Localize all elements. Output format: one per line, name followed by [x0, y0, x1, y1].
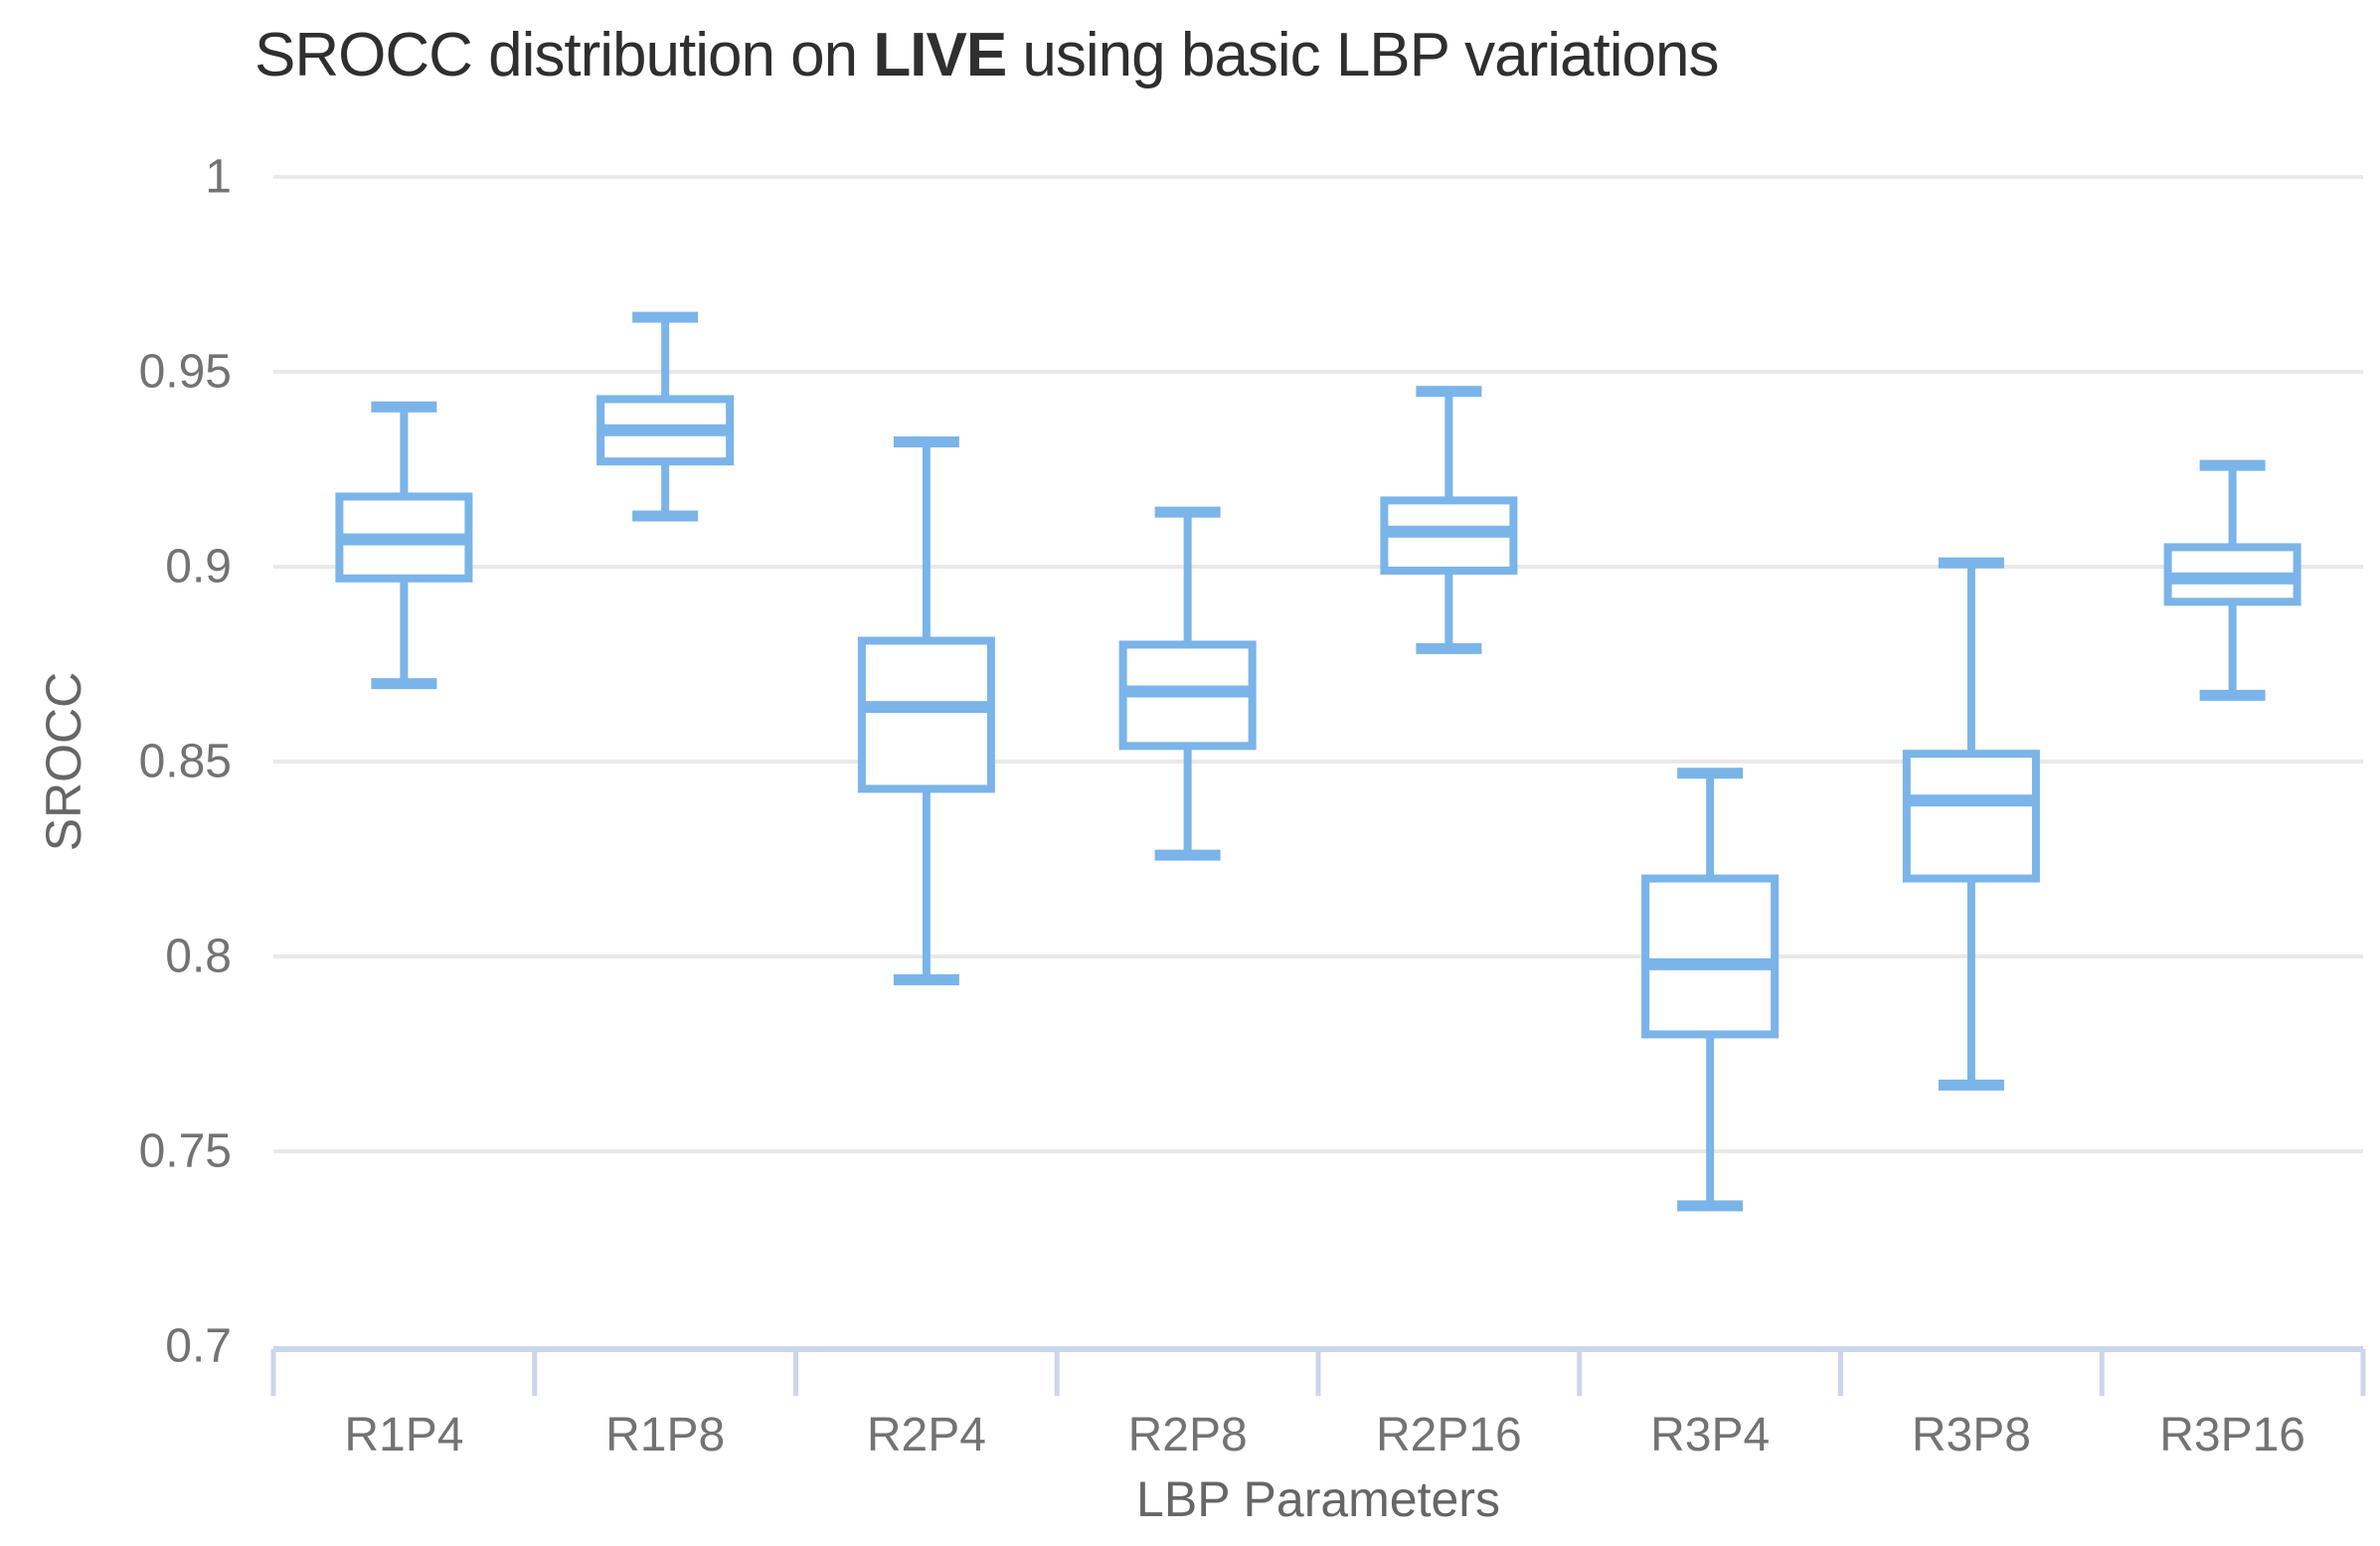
y-tick-label-0.85: 0.85 [139, 736, 232, 788]
chart-title-emphasis: LIVE [873, 21, 1007, 89]
box-R1P4 [335, 401, 473, 690]
box-R3P8 [1902, 557, 2040, 1091]
box-R2P4 [857, 436, 995, 986]
box-R2P8 [1118, 506, 1257, 861]
box-R3P16 [2163, 459, 2301, 701]
iqr-box-R3P4 [1641, 874, 1780, 1039]
chart-title-prefix: SROCC distribution on [255, 21, 874, 89]
x-tick-label-R3P4: R3P4 [1650, 1409, 1770, 1461]
chart-title-suffix: using basic LBP variations [1006, 21, 1719, 89]
x-tick-label-R1P4: R1P4 [344, 1409, 463, 1461]
x-tick-label-R2P4: R2P4 [867, 1409, 986, 1461]
iqr-box-R2P4 [857, 636, 995, 793]
box-R2P16 [1380, 386, 1518, 654]
x-tick-label-R1P8: R1P8 [605, 1409, 725, 1461]
x-tick-label-R2P8: R2P8 [1128, 1409, 1248, 1461]
y-tick-label-0.9: 0.9 [165, 541, 232, 594]
y-tick-label-0.7: 0.7 [165, 1320, 232, 1373]
x-tick-label-R2P16: R2P16 [1376, 1409, 1522, 1461]
box-R3P4 [1641, 768, 1780, 1212]
y-tick-label-1: 1 [205, 151, 232, 204]
iqr-box-R3P8 [1902, 750, 2040, 883]
x-tick-label-R3P16: R3P16 [2159, 1409, 2305, 1461]
x-tick-label-R3P8: R3P8 [1912, 1409, 2031, 1461]
y-tick-label-0.75: 0.75 [139, 1125, 232, 1178]
box-R1P8 [596, 311, 735, 522]
x-axis-title: LBP Parameters [1136, 1471, 1500, 1527]
y-tick-label-0.95: 0.95 [139, 346, 232, 399]
chart-title: SROCC distribution on LIVE using basic L… [255, 20, 1719, 90]
y-tick-label-0.8: 0.8 [165, 931, 232, 983]
